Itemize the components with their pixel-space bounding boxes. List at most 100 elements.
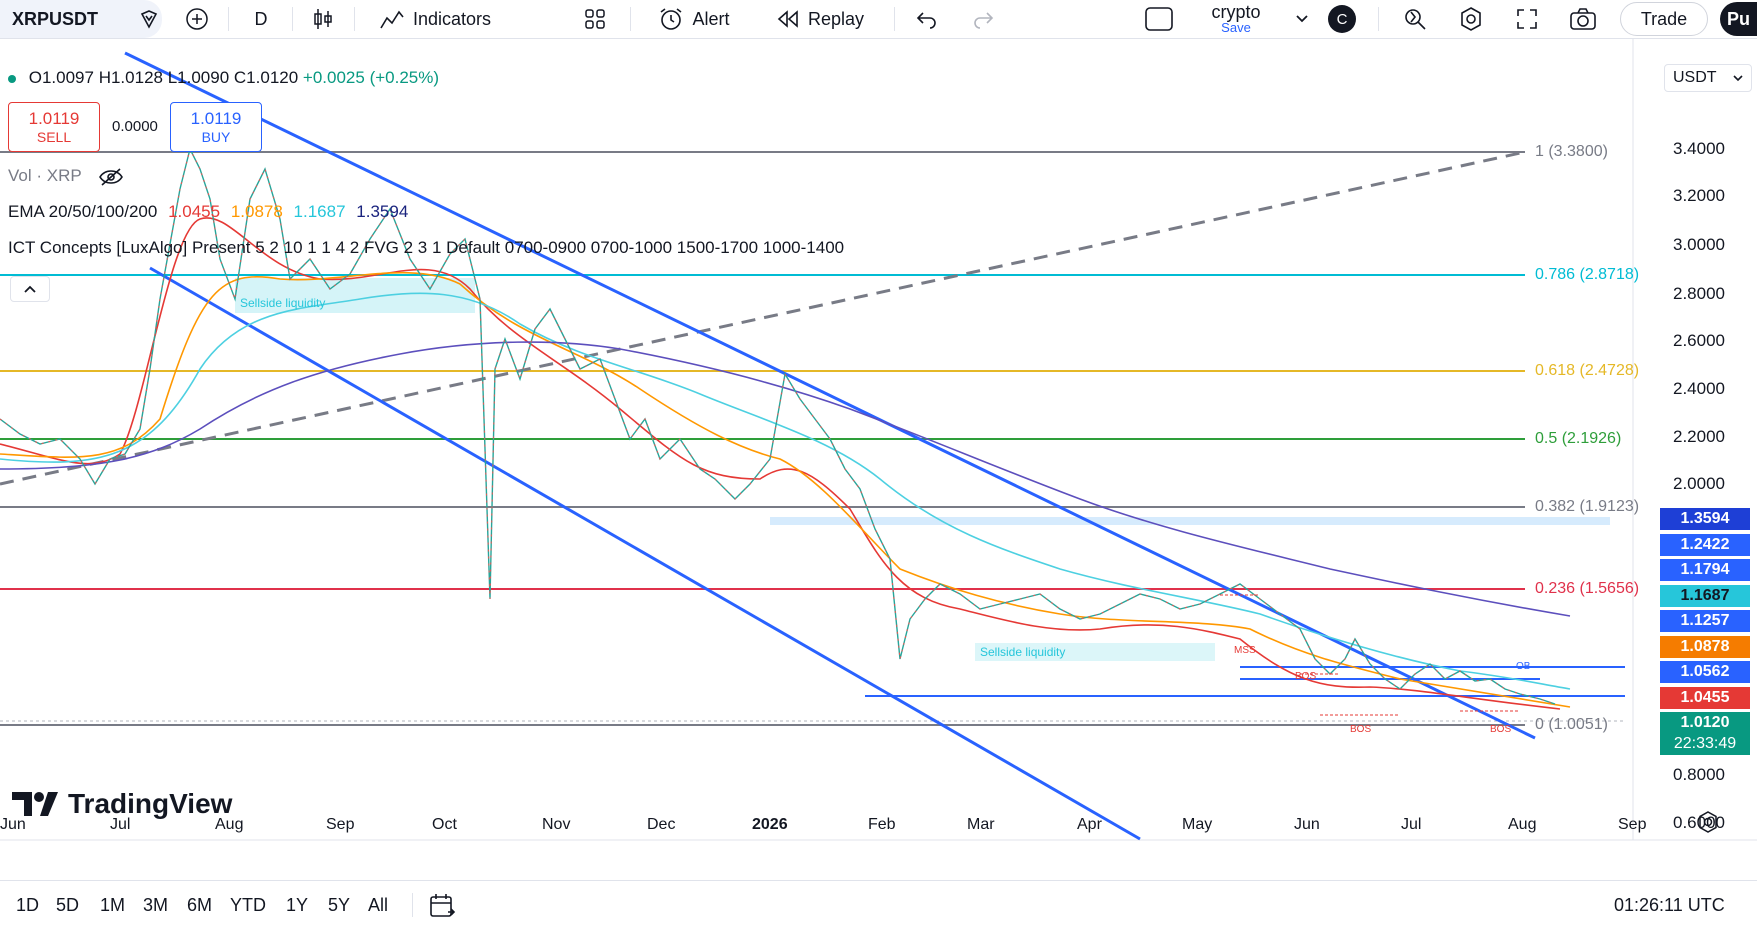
toolbar-divider	[630, 7, 631, 31]
layout-save-button[interactable]: crypto Save	[1196, 0, 1276, 38]
level-price-label: 1.1794	[1660, 559, 1750, 581]
fib-label-0: 0 (1.0051)	[1535, 716, 1608, 733]
ob-label: OB	[1516, 661, 1531, 672]
range-1y[interactable]: 1Y	[286, 895, 309, 915]
range-5y[interactable]: 5Y	[328, 895, 351, 915]
x-axis-tick: Jul	[1401, 816, 1422, 833]
alert-button[interactable]: Alert	[644, 0, 744, 38]
fib-label-1: 1 (3.3800)	[1535, 143, 1608, 160]
ict-label: ICT Concepts [LuxAlgo] Present 5 2 10 1 …	[8, 238, 845, 257]
chart-canvas[interactable]	[0, 39, 1757, 879]
ema20-value: 1.0455	[168, 202, 221, 221]
compare-add-symbol-icon[interactable]	[180, 0, 214, 38]
fib-trend-dashed-line	[0, 150, 1526, 486]
spread-value: 0.0000	[112, 118, 158, 135]
trade-label: Trade	[1640, 8, 1688, 29]
x-axis-tick: Nov	[542, 816, 571, 833]
go-to-date-calendar-icon[interactable]	[428, 892, 456, 925]
ema20-price-label: 1.0455	[1660, 687, 1750, 709]
symbol-name: XRPUSDT	[12, 8, 99, 29]
interval-button[interactable]: D	[244, 0, 278, 38]
buy-button[interactable]: 1.0119 BUY	[170, 102, 262, 152]
ict-legend[interactable]: ICT Concepts [LuxAlgo] Present 5 2 10 1 …	[8, 238, 844, 258]
x-axis-tick: May	[1182, 816, 1213, 833]
fib-label-0618: 0.618 (2.4728)	[1535, 362, 1640, 379]
x-axis-tick: Jun	[0, 816, 26, 833]
candles-chart-type-icon[interactable]	[306, 0, 340, 38]
toolbar-divider	[1378, 7, 1379, 31]
alarm-clock-icon	[661, 8, 682, 30]
y-axis-tick: 3.4000	[1673, 139, 1725, 158]
layout-save-label: Save	[1221, 20, 1251, 35]
symbol-search-button[interactable]: XRPUSDT	[0, 0, 162, 38]
fib-label-0382: 0.382 (1.9123)	[1535, 498, 1640, 515]
camera-screenshot-icon[interactable]	[1566, 0, 1600, 38]
price-series-bear	[0, 147, 1556, 705]
y-axis-tick: 0.6000	[1673, 813, 1725, 832]
range-3m[interactable]: 3M	[143, 895, 169, 915]
toolbar-divider	[894, 7, 895, 31]
symbol-badge-icon[interactable]	[132, 0, 166, 38]
bos-label: BOS	[1490, 724, 1512, 735]
indicators-label: Indicators	[412, 8, 492, 29]
x-axis-tick: Oct	[432, 816, 457, 833]
range-1m[interactable]: 1M	[100, 895, 126, 915]
ema200-curve	[0, 341, 1571, 617]
bottom-toolbar: 1D 5D 1M 3M 6M YTD 1Y 5Y All 01:26:11 UT…	[0, 880, 1757, 931]
collapse-legend-button[interactable]	[10, 276, 50, 302]
y-axis-tick: 2.2000	[1673, 427, 1725, 446]
utc-clock[interactable]: 01:26:11 UTC	[1614, 895, 1725, 915]
chevron-up-icon	[24, 285, 36, 293]
interval-label: D	[254, 8, 268, 29]
buy-price: 1.0119	[190, 109, 242, 128]
sell-button[interactable]: 1.0119 SELL	[8, 102, 100, 152]
range-5d[interactable]: 5D	[56, 895, 80, 915]
x-axis-tick: Jun	[1294, 816, 1320, 833]
redo-icon[interactable]	[966, 0, 1000, 38]
undo-icon[interactable]	[910, 0, 944, 38]
chart-frame-icon[interactable]	[1142, 0, 1176, 38]
publish-button[interactable]: Pu	[1720, 2, 1757, 36]
range-ytd[interactable]: YTD	[230, 895, 266, 915]
range-6m[interactable]: 6M	[187, 895, 213, 915]
ema-legend[interactable]: EMA 20/50/100/200 1.0455 1.0878 1.1687 1…	[8, 202, 408, 222]
currency-select[interactable]: USDT	[1664, 64, 1752, 92]
top-toolbar: XRPUSDT D Indicators Alert Replay crypto…	[0, 0, 1757, 39]
layouts-grid-icon[interactable]	[578, 0, 612, 38]
fullscreen-icon[interactable]	[1510, 0, 1544, 38]
chevron-down-icon[interactable]	[1288, 0, 1316, 38]
replay-button[interactable]: Replay	[764, 0, 876, 38]
live-dot	[8, 74, 16, 83]
range-all[interactable]: All	[368, 895, 389, 915]
avatar-letter: C	[1328, 5, 1356, 33]
fib-label-0236: 0.236 (1.5656)	[1535, 580, 1640, 597]
y-axis-tick: 3.0000	[1673, 235, 1725, 254]
close-value: C1.0120	[233, 68, 299, 87]
indicators-button[interactable]: Indicators	[368, 0, 502, 38]
volume-legend[interactable]: Vol · XRP	[8, 166, 124, 187]
account-avatar[interactable]: C	[1326, 0, 1358, 38]
ema50-value: 1.0878	[230, 202, 283, 221]
y-axis-tick: 0.8000	[1673, 765, 1725, 784]
tradingview-watermark[interactable]: TradingView	[12, 788, 232, 820]
quick-search-icon[interactable]	[1398, 0, 1432, 38]
replay-label: Replay	[807, 8, 865, 29]
level-price-label: 1.1257	[1660, 610, 1750, 632]
y-axis-tick: 2.0000	[1673, 474, 1725, 493]
settings-gear-icon[interactable]	[1454, 0, 1488, 38]
watermark-text: TradingView	[68, 788, 233, 819]
open-value: O1.0097	[28, 68, 94, 87]
trade-button[interactable]: Trade	[1620, 2, 1708, 36]
sellside-liquidity-zone	[975, 643, 1215, 661]
toolbar-divider	[292, 7, 293, 31]
eye-hidden-icon[interactable]	[98, 167, 124, 187]
chart-settings-gear-icon[interactable]	[1696, 810, 1720, 839]
publish-label: Pu	[1726, 8, 1750, 29]
range-1d[interactable]: 1D	[16, 895, 40, 915]
channel-lower-line	[149, 266, 1141, 841]
sell-price: 1.0119	[28, 109, 80, 128]
tradingview-logo-icon	[12, 792, 58, 816]
toolbar-divider	[354, 7, 355, 31]
sell-label: SELL	[36, 129, 72, 145]
ema100-value: 1.1687	[293, 202, 346, 221]
